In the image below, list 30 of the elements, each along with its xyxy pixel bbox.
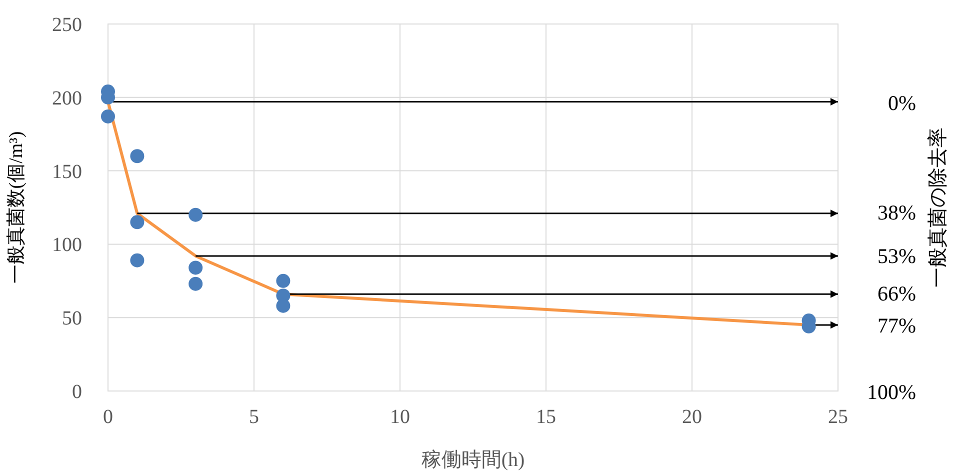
x-axis-title: 稼働時間(h) — [421, 449, 525, 471]
y-tick-label: 100 — [52, 234, 82, 256]
y2-axis-title: 一般真菌の除去率 — [927, 128, 949, 288]
y2-tick-label: 38% — [878, 200, 916, 225]
point — [276, 274, 290, 288]
x-tick-label: 5 — [249, 406, 259, 428]
x-tick-label: 15 — [536, 406, 556, 428]
y2-tick-label: 77% — [878, 313, 916, 338]
x-tick-label: 0 — [103, 406, 113, 428]
point — [130, 149, 144, 164]
point — [130, 215, 144, 230]
y2-tick-label: 53% — [878, 244, 916, 268]
point — [188, 276, 203, 291]
y-tick-label: 200 — [52, 87, 82, 110]
point — [101, 109, 115, 124]
x-tick-label: 10 — [390, 406, 410, 428]
point — [276, 298, 290, 313]
x-tick-label: 20 — [682, 406, 702, 428]
y-axis-title: 一般真菌数(個/m³) — [6, 131, 27, 284]
point — [130, 253, 144, 268]
point — [188, 208, 203, 222]
y2-tick-label: 66% — [878, 282, 916, 306]
x-tick-label: 25 — [828, 406, 848, 428]
y-tick-label: 250 — [52, 14, 82, 36]
y2-tick-label: 100% — [867, 380, 916, 404]
y-tick-label: 50 — [62, 308, 82, 330]
y-tick-label: 150 — [52, 160, 82, 183]
point — [188, 260, 203, 275]
y-tick-label: 0 — [72, 381, 82, 403]
y2-tick-label: 0% — [888, 90, 916, 115]
